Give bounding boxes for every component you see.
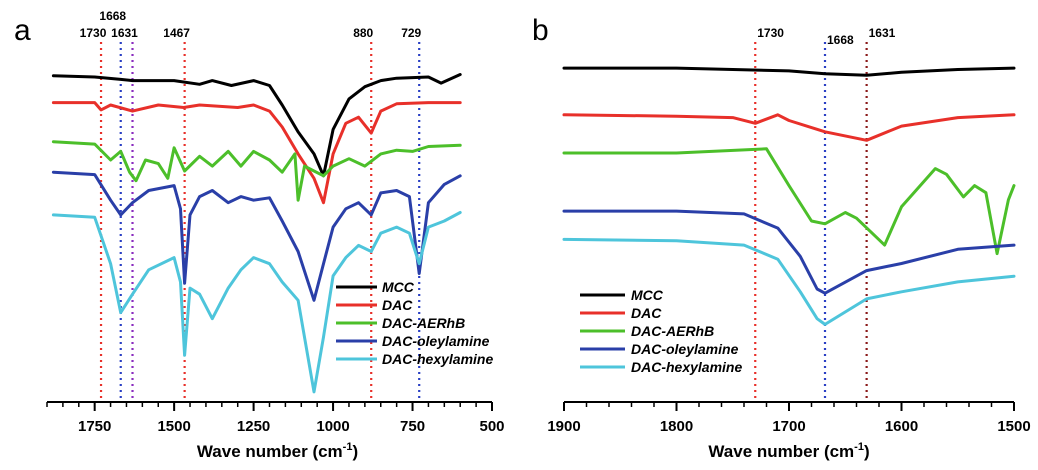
legend-label-dac-oleylamine: DAC-oleylamine: [382, 333, 490, 349]
legend-label-dac-hexylamine: DAC-hexylamine: [631, 359, 742, 375]
annotation-label-1631: 1631: [869, 26, 896, 40]
series-line-dac: [51, 101, 462, 205]
legend-label-dac-aerhb: DAC-AERhB: [631, 323, 714, 339]
x-tick-label: 1600: [885, 418, 918, 435]
series-line-dac-hexylamine: [51, 211, 462, 394]
series-line-dac-hexylamine: [562, 237, 1016, 326]
series-line-mcc: [562, 66, 1016, 77]
legend: MCC DAC DAC-AERhB DAC-oleylamine DAC-hexylam…: [336, 279, 493, 367]
panel-b: b 1730 1668 1631 1900 1800 1700 1600 1500 Wave nu…: [532, 14, 1031, 461]
x-tick-label: 1700: [772, 418, 805, 435]
series-line-dac-aerhb: [562, 147, 1016, 256]
legend-label-dac-aerhb: DAC-AERhB: [382, 315, 465, 331]
x-axis-title: Wave number (cm-1): [197, 441, 358, 461]
annotation-label-880: 880: [353, 26, 373, 40]
annotation-label-729: 729: [401, 26, 421, 40]
annotation-label-1730: 1730: [80, 26, 107, 40]
legend-label-mcc: MCC: [382, 279, 415, 295]
legend-label-dac-oleylamine: DAC-oleylamine: [631, 341, 739, 357]
annotation-label-1668: 1668: [827, 33, 854, 47]
legend-label-dac: DAC: [631, 305, 662, 321]
x-axis-title: Wave number (cm-1): [708, 441, 869, 461]
panel-label: b: [532, 14, 549, 47]
legend-label-dac-hexylamine: DAC-hexylamine: [382, 351, 493, 367]
annotation-label-1467: 1467: [163, 26, 190, 40]
x-tick-label: 1000: [316, 418, 349, 435]
series-line-dac: [562, 113, 1016, 142]
x-tick-label: 500: [479, 418, 504, 435]
x-tick-label: 1500: [157, 418, 190, 435]
panel-label: a: [14, 14, 31, 47]
series-line-dac-oleylamine: [51, 170, 462, 302]
annotation-label-1668: 1668: [99, 9, 126, 23]
x-tick-label: 1800: [660, 418, 693, 435]
legend-label-dac: DAC: [382, 297, 413, 313]
x-tick-label: 1900: [547, 418, 580, 435]
annotation-label-1730: 1730: [757, 26, 784, 40]
panel-a: a 1730 1668 1631 1467 880 729 1750 1500 1250 1000 7…: [14, 9, 505, 461]
annotation-label-1631: 1631: [111, 26, 138, 40]
x-tick-label: 1250: [237, 418, 270, 435]
series-line-dac-aerhb: [51, 140, 462, 202]
series-line-mcc: [51, 73, 462, 178]
x-tick-label: 1750: [78, 418, 111, 435]
legend: MCC DAC DAC-AERhB DAC-oleylamine DAC-hexylam…: [580, 287, 742, 375]
x-tick-label: 750: [400, 418, 425, 435]
x-tick-label: 1500: [997, 418, 1030, 435]
legend-label-mcc: MCC: [631, 287, 664, 303]
series-line-dac-oleylamine: [562, 209, 1016, 295]
